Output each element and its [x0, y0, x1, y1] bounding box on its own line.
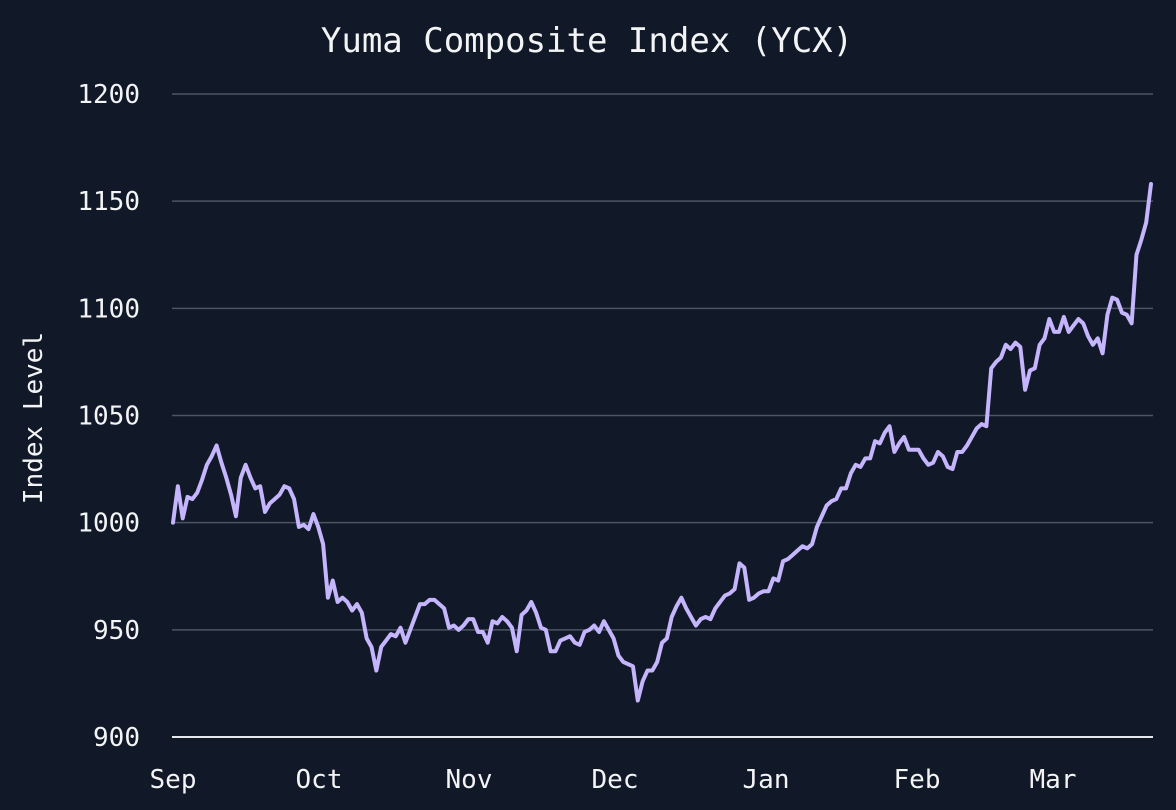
chart-title: Yuma Composite Index (YCX) — [321, 21, 853, 61]
x-tick-labels: Sep Oct Nov Dec Jan Feb Mar — [150, 765, 1077, 795]
x-tick-label: Sep — [150, 765, 197, 795]
y-tick-label: 900 — [93, 723, 140, 753]
y-tick-labels: 900 950 1000 1050 1100 1150 1200 — [77, 80, 140, 753]
x-tick-label: Nov — [446, 765, 493, 795]
y-tick-label: 1200 — [77, 80, 140, 110]
x-tick-label: Jan — [743, 765, 790, 795]
y-tick-label: 1050 — [77, 402, 140, 432]
x-tick-label: Oct — [296, 765, 343, 795]
y-tick-label: 1150 — [77, 187, 140, 217]
series-layer — [171, 182, 1153, 703]
y-tick-label: 1100 — [77, 294, 140, 324]
y-axis-label: Index Level — [19, 332, 49, 504]
x-tick-label: Dec — [592, 765, 639, 795]
y-tick-label: 950 — [93, 616, 140, 646]
x-tick-label: Mar — [1030, 765, 1077, 795]
y-tick-label: 1000 — [77, 509, 140, 539]
x-tick-label: Feb — [894, 765, 941, 795]
grid-layer — [172, 93, 1153, 738]
series-line — [171, 182, 1153, 703]
